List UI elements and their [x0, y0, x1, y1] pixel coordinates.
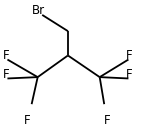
Text: F: F [126, 49, 133, 62]
Text: F: F [24, 114, 30, 127]
Text: F: F [3, 49, 10, 62]
Text: Br: Br [32, 4, 45, 17]
Text: F: F [3, 68, 10, 81]
Text: F: F [126, 68, 133, 81]
Text: F: F [104, 114, 111, 127]
